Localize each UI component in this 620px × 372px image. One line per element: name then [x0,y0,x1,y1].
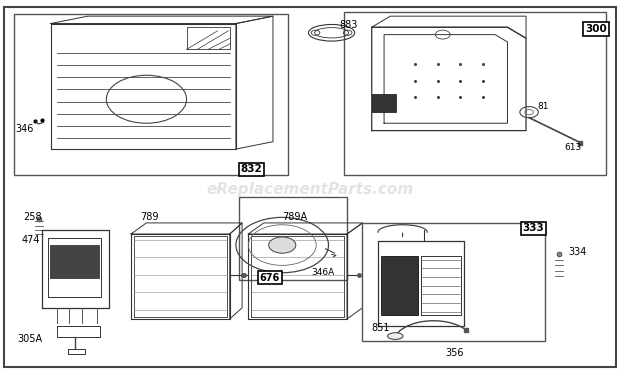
Bar [372,94,396,112]
Text: 676: 676 [260,273,280,283]
Text: 300: 300 [585,24,606,34]
Bar [14,14,288,175]
Text: 258: 258 [23,212,42,222]
Bar [381,256,418,315]
Text: 851: 851 [372,323,390,333]
Text: 789A: 789A [282,212,308,222]
Text: 346: 346 [15,124,33,134]
Bar [363,223,544,341]
Text: 356: 356 [446,348,464,358]
Bar [239,197,347,280]
Text: 832: 832 [241,164,262,174]
Text: 474: 474 [21,234,40,244]
Text: 883: 883 [340,20,358,31]
Circle shape [268,237,296,253]
Bar [344,13,606,175]
Text: 346A: 346A [311,268,334,277]
Text: eReplacementParts.com: eReplacementParts.com [206,182,414,197]
Text: 81: 81 [537,102,549,111]
Text: 305A: 305A [17,334,42,344]
Text: 789: 789 [140,212,159,222]
Ellipse shape [388,333,403,339]
Text: 333: 333 [523,224,544,234]
Text: 334: 334 [568,247,587,257]
Bar [50,245,99,278]
Text: 613: 613 [564,143,582,152]
